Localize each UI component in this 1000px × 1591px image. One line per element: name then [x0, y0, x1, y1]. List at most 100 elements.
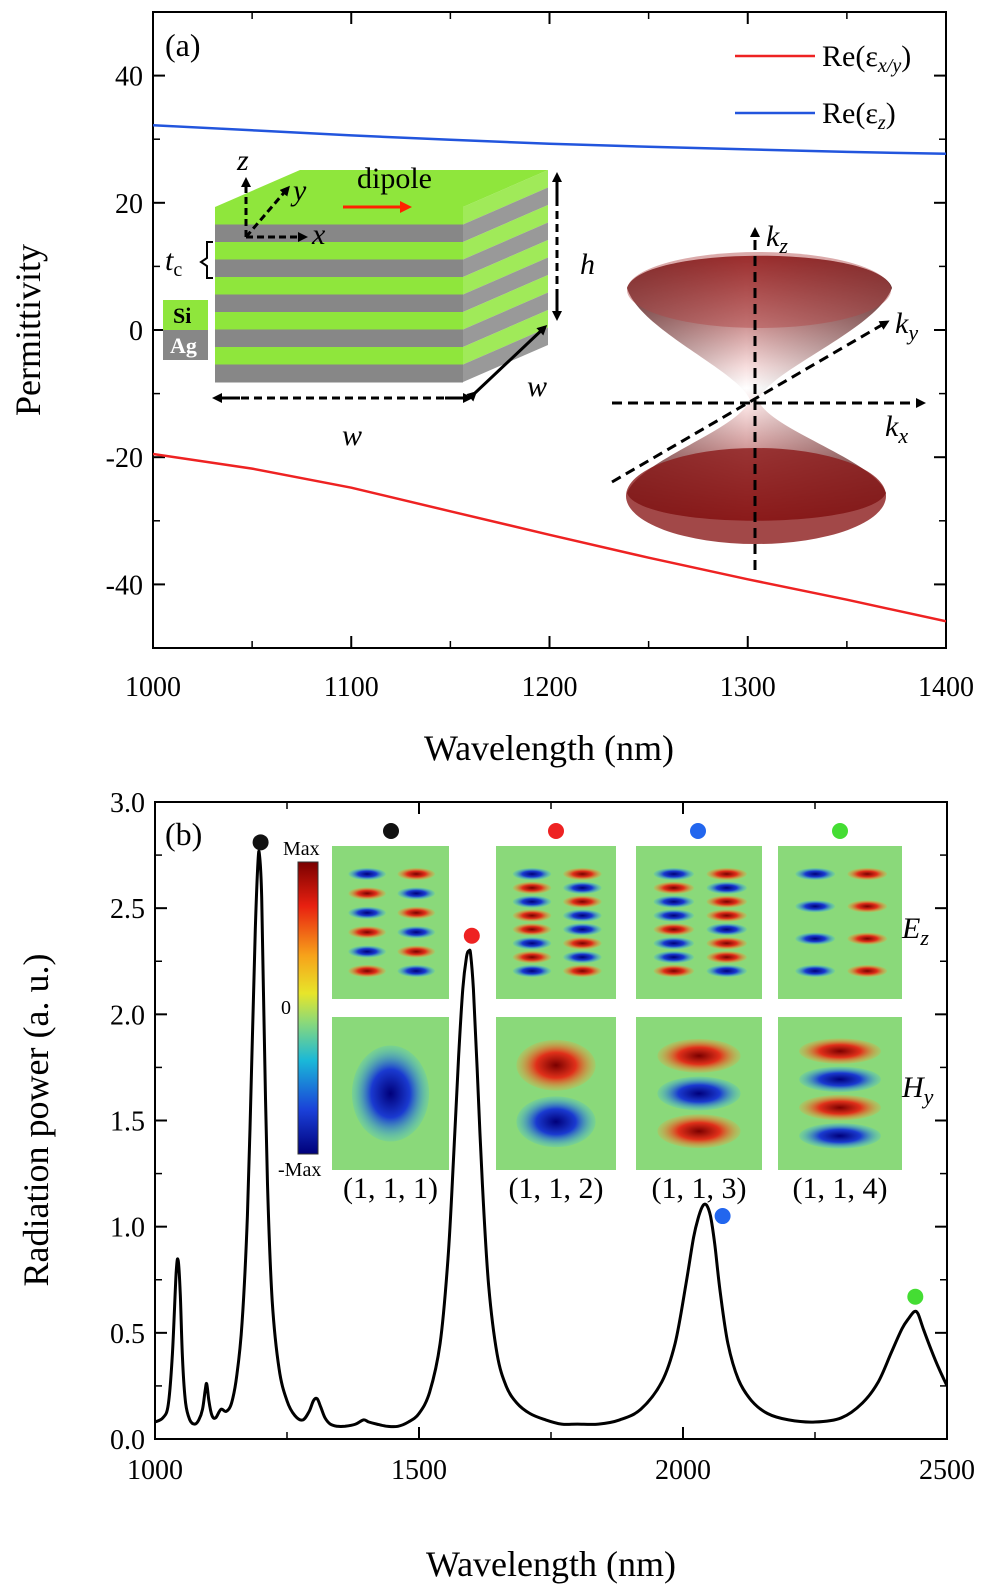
mode-label-4: (1, 1, 4)	[793, 1172, 888, 1205]
kz-label: kz	[766, 220, 788, 258]
x-tick-label-a: 1100	[324, 672, 379, 703]
mode-dot-4	[832, 823, 848, 839]
layer-side	[463, 257, 548, 312]
kx-label: kx	[885, 410, 908, 448]
structure-inset: z y x dipole tc h w w Si Ag	[163, 144, 595, 452]
layer-front	[215, 277, 463, 295]
y-tick-labels-a: -40 -20 0 20 40	[106, 62, 143, 602]
x-tick-label-a: 1200	[522, 672, 578, 703]
mode-dot-1	[383, 823, 399, 839]
y-tick-label-b: 0.5	[110, 1319, 145, 1350]
y-tick-label-b: 2.5	[110, 894, 145, 925]
layer-side	[463, 240, 548, 295]
layer-front	[215, 294, 463, 313]
layer-side	[463, 275, 548, 330]
colorbar-max-label: Max	[283, 838, 320, 860]
peak-marker-4	[907, 1288, 924, 1305]
layer-front	[215, 312, 463, 330]
series-line-a-1	[153, 123, 946, 156]
colorbar-min-label: -Max	[278, 1159, 321, 1181]
colorbar	[297, 861, 319, 1155]
dipole-label: dipole	[357, 162, 432, 195]
ez-map-1	[332, 846, 449, 999]
y-tick-label-a: 40	[115, 62, 143, 93]
dispersion-inset: kz ky kx	[611, 220, 926, 570]
panel-b: 1000 1500 2000 2500 0.0 0.5 1.0 1.5 2.0 2.5 3.0 W…	[16, 788, 975, 1584]
y-tick-label-b: 1.5	[110, 1107, 145, 1138]
layer-side-faces	[463, 170, 548, 382]
colorbar-zero-label: 0	[281, 997, 291, 1019]
mode-maps: (1, 1, 1) (1, 1, 2) (1, 1, 3) (1, 1, 4)	[332, 823, 902, 1205]
ky-label: ky	[895, 307, 918, 345]
mode-label-2: (1, 1, 2)	[509, 1172, 604, 1205]
x-tick-label-a: 1000	[125, 672, 181, 703]
y-tick-label-a: 0	[129, 316, 143, 347]
ez-map-2	[496, 846, 616, 999]
z-label: z	[236, 144, 249, 177]
y-tick-label-b: 2.0	[110, 1000, 145, 1031]
x-axis-label-b: Wavelength (nm)	[426, 1544, 676, 1584]
si-swatch	[163, 300, 208, 330]
axis-ticks-b	[154, 801, 948, 1440]
peak-marker-3	[714, 1208, 731, 1225]
layer-front-faces	[215, 207, 463, 383]
series-group-b	[155, 849, 947, 1429]
mode-field-inset: Max 0 -Max (1, 1, 1) (1, 1, 2) (1, 1, 3) (1…	[278, 823, 934, 1205]
radiation-power-curve	[155, 849, 947, 1429]
y-tick-label-b: 0.0	[110, 1425, 145, 1456]
row-label-ez: Ez	[901, 912, 929, 950]
x-tick-label-a: 1300	[720, 672, 776, 703]
tc-label: tc	[165, 244, 182, 281]
layer-front	[215, 224, 463, 243]
si-label: Si	[173, 303, 191, 328]
mode-label-3: (1, 1, 3)	[652, 1172, 747, 1205]
hy-map-1	[332, 1017, 449, 1170]
x-axis-label-a: Wavelength (nm)	[424, 728, 674, 768]
x-label: x	[311, 218, 326, 251]
layer-front	[215, 364, 463, 383]
y-tick-labels-b: 0.0 0.5 1.0 1.5 2.0 2.5 3.0	[110, 788, 145, 1456]
w-depth-label: w	[527, 370, 547, 403]
y-axis-label-a: Permittivity	[8, 244, 48, 416]
y-tick-label-a: -20	[106, 443, 143, 474]
peak-marker-2	[463, 927, 480, 944]
layer-front	[215, 347, 463, 365]
hyperboloid-top-rim	[627, 252, 891, 328]
panel-label-a: (a)	[165, 27, 201, 63]
ag-swatch	[163, 330, 208, 360]
x-tick-labels-a: 1000 1100 1200 1300 1400	[125, 672, 974, 703]
layer-side	[463, 205, 548, 260]
x-tick-label-b: 2500	[919, 1455, 975, 1486]
x-tick-labels-b: 1000 1500 2000 2500	[127, 1455, 975, 1486]
ag-label: Ag	[170, 333, 197, 358]
series-line-a-0	[153, 452, 946, 623]
ky-axis	[611, 320, 890, 484]
w-depth-line	[466, 324, 548, 402]
layer-front	[215, 207, 463, 225]
hy-map-4	[778, 1017, 902, 1170]
layer-front	[215, 242, 463, 260]
series-group-a	[153, 123, 946, 623]
tc-bracket	[199, 241, 213, 279]
x-tick-label-b: 2000	[655, 1455, 711, 1486]
ez-map-3	[636, 846, 762, 999]
mode-label-1: (1, 1, 1)	[343, 1172, 438, 1205]
h-label: h	[580, 248, 595, 281]
mode-dot-2	[548, 823, 564, 839]
layer-side	[463, 170, 548, 225]
x-tick-label-b: 1500	[391, 1455, 447, 1486]
hy-map-3	[636, 1017, 762, 1170]
y-tick-label-b: 3.0	[110, 788, 145, 819]
top-si-face	[215, 170, 548, 207]
panel-a: 1000 1100 1200 1300 1400 -40 -20 0 20 40 Wavelen…	[8, 11, 974, 768]
panel-label-b: (b)	[165, 816, 202, 852]
peak-markers	[252, 834, 924, 1305]
ez-map-4	[778, 846, 902, 999]
layer-front	[215, 259, 463, 278]
y-axis-label-b: Radiation power (a. u.)	[16, 954, 56, 1287]
y-tick-label-a: 20	[115, 189, 143, 220]
layer-side	[463, 222, 548, 277]
y-label: y	[290, 174, 307, 207]
w-front-label: w	[342, 419, 362, 452]
